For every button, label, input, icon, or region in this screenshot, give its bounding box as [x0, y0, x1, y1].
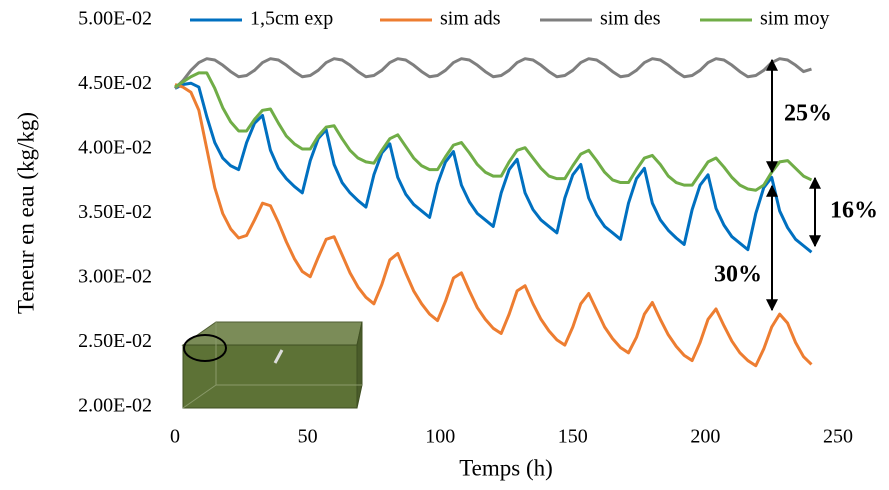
y-tick-label: 3.00E-02 — [78, 266, 152, 288]
annotation: 16% — [830, 198, 878, 224]
y-tick-label: 4.50E-02 — [78, 72, 152, 94]
legend-label: 1,5cm exp — [250, 8, 333, 30]
y-tick-label: 4.00E-02 — [78, 137, 152, 159]
x-tick-label: 200 — [690, 426, 720, 448]
y-tick-label: 5.00E-02 — [78, 8, 152, 30]
series-line — [174, 81, 813, 254]
y-axis-title: Teneur en eau (kg/kg) — [13, 112, 38, 314]
y-tick-label: 3.50E-02 — [78, 201, 152, 223]
annotation-arrows — [766, 58, 821, 312]
annotation: 30% — [714, 262, 762, 288]
x-tick-label: 50 — [298, 426, 318, 448]
y-tick-label: 2.50E-02 — [78, 330, 152, 352]
x-tick-label: 150 — [558, 426, 588, 448]
x-axis-title: Temps (h) — [459, 455, 553, 480]
legend-label: sim ads — [440, 8, 501, 30]
x-tick-label: 100 — [425, 426, 455, 448]
legend-label: sim moy — [760, 8, 829, 30]
x-tick-label: 250 — [823, 426, 853, 448]
legend-label: sim des — [600, 8, 661, 30]
series-line — [174, 83, 813, 368]
y-tick-label: 2.00E-02 — [78, 395, 152, 417]
x-tick-label: 0 — [170, 426, 180, 448]
series-line — [174, 71, 813, 192]
series-line — [173, 57, 812, 90]
annotation: 25% — [784, 101, 832, 127]
inset-box-illustration — [181, 321, 363, 409]
